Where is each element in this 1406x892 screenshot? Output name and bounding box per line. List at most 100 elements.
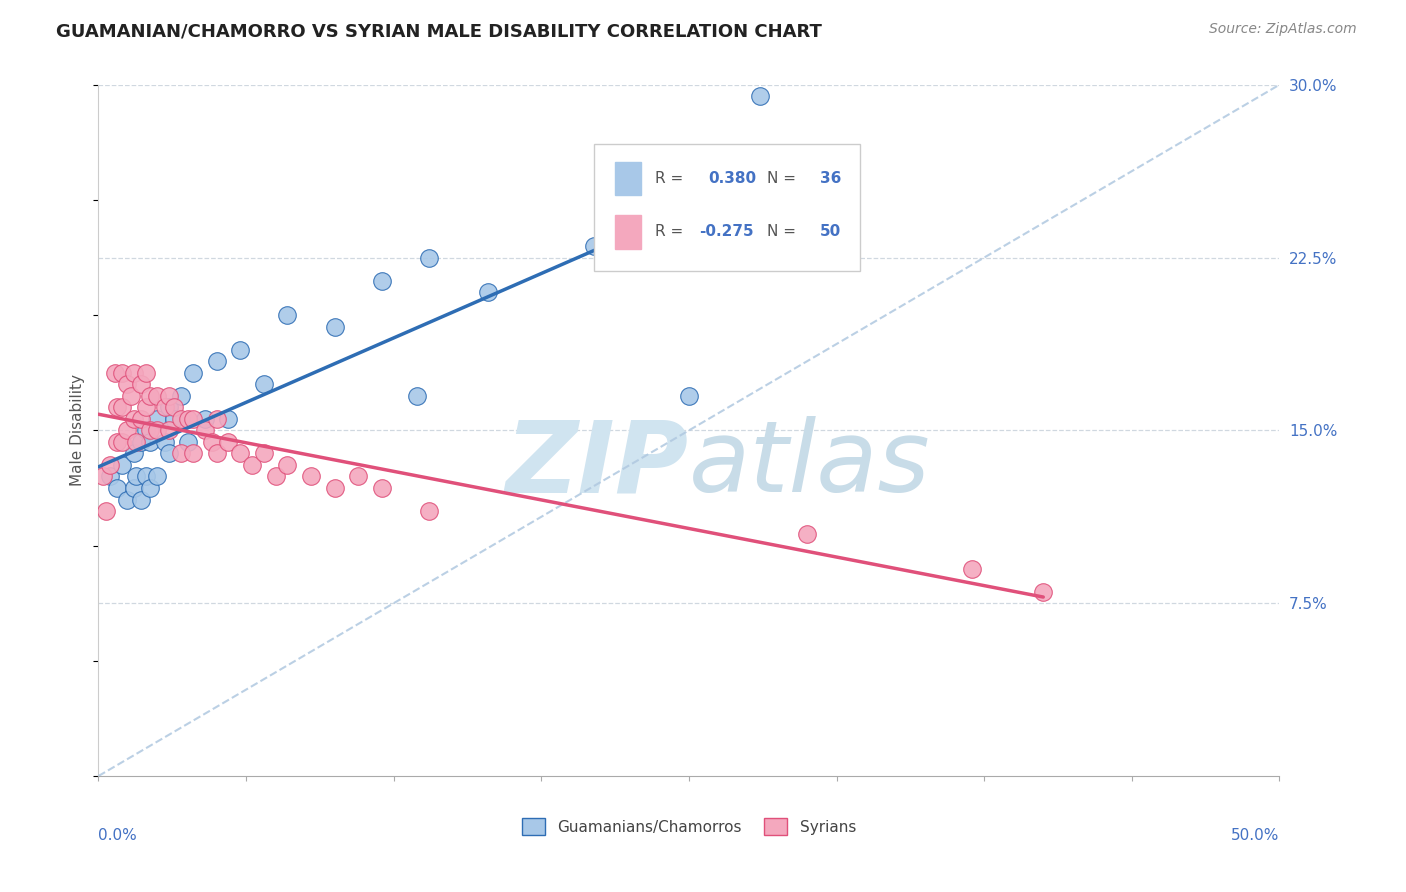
Text: R =: R = <box>655 224 683 239</box>
Point <box>371 274 394 288</box>
Point <box>229 446 252 460</box>
FancyBboxPatch shape <box>614 162 641 195</box>
Point <box>194 412 217 426</box>
Text: GUAMANIAN/CHAMORRO VS SYRIAN MALE DISABILITY CORRELATION CHART: GUAMANIAN/CHAMORRO VS SYRIAN MALE DISABI… <box>56 22 823 40</box>
Point <box>371 481 394 495</box>
FancyBboxPatch shape <box>595 144 860 271</box>
Point <box>170 412 193 426</box>
Point <box>181 412 204 426</box>
Point <box>276 308 298 322</box>
Point <box>105 434 128 449</box>
Point <box>157 446 180 460</box>
Point <box>157 424 180 438</box>
Point <box>129 412 152 426</box>
Y-axis label: Male Disability: Male Disability <box>70 375 86 486</box>
Point <box>201 434 224 449</box>
Point <box>146 389 169 403</box>
FancyBboxPatch shape <box>614 215 641 249</box>
Point <box>115 492 138 507</box>
Point <box>477 285 499 300</box>
Point <box>125 434 148 449</box>
Point <box>139 389 162 403</box>
Point <box>299 469 322 483</box>
Point <box>253 377 276 392</box>
Text: 50: 50 <box>820 224 841 239</box>
Point <box>253 446 276 460</box>
Point <box>1032 584 1054 599</box>
Text: ZIP: ZIP <box>506 417 689 514</box>
Point <box>163 412 186 426</box>
Point <box>678 389 700 403</box>
Point <box>111 434 134 449</box>
Point <box>229 343 252 357</box>
Text: 0.0%: 0.0% <box>98 828 138 843</box>
Point <box>205 354 228 368</box>
Point <box>276 458 298 472</box>
Point <box>129 434 152 449</box>
Text: N =: N = <box>766 224 796 239</box>
Point <box>122 481 145 495</box>
Point <box>205 412 228 426</box>
Point <box>135 424 157 438</box>
Point <box>418 251 440 265</box>
Point <box>135 401 157 415</box>
Point <box>163 401 186 415</box>
Point <box>121 389 143 403</box>
Point <box>139 434 162 449</box>
Point <box>111 366 134 380</box>
Point <box>323 319 346 334</box>
Text: N =: N = <box>766 170 796 186</box>
Point <box>135 469 157 483</box>
Point <box>205 446 228 460</box>
Point <box>170 389 193 403</box>
Point <box>157 389 180 403</box>
Point <box>129 377 152 392</box>
Point <box>98 458 121 472</box>
Point <box>181 366 204 380</box>
Legend: Guamanians/Chamorros, Syrians: Guamanians/Chamorros, Syrians <box>516 812 862 841</box>
Point <box>125 469 148 483</box>
Point <box>146 412 169 426</box>
Point <box>105 401 128 415</box>
Text: Source: ZipAtlas.com: Source: ZipAtlas.com <box>1209 22 1357 37</box>
Point <box>264 469 287 483</box>
Point <box>962 562 984 576</box>
Point <box>170 446 193 460</box>
Point <box>347 469 370 483</box>
Point <box>146 424 169 438</box>
Point <box>115 424 138 438</box>
Point <box>122 412 145 426</box>
Point <box>583 239 606 253</box>
Text: 50.0%: 50.0% <box>1232 828 1279 843</box>
Point <box>146 469 169 483</box>
Point <box>111 458 134 472</box>
Point <box>153 401 176 415</box>
Point <box>418 504 440 518</box>
Text: R =: R = <box>655 170 683 186</box>
Point <box>105 481 128 495</box>
Point <box>91 469 114 483</box>
Point <box>115 377 138 392</box>
Point <box>748 89 770 103</box>
Point <box>153 434 176 449</box>
Point <box>111 401 134 415</box>
Point <box>177 412 200 426</box>
Text: 36: 36 <box>820 170 841 186</box>
Point <box>94 504 117 518</box>
Text: 0.380: 0.380 <box>707 170 756 186</box>
Point <box>217 434 239 449</box>
Text: -0.275: -0.275 <box>700 224 754 239</box>
Point <box>122 446 145 460</box>
Text: atlas: atlas <box>689 417 931 514</box>
Point <box>135 366 157 380</box>
Point <box>217 412 239 426</box>
Point <box>139 481 162 495</box>
Point <box>796 527 818 541</box>
Point <box>323 481 346 495</box>
Point <box>406 389 429 403</box>
Point <box>194 424 217 438</box>
Point <box>129 492 152 507</box>
Point <box>240 458 263 472</box>
Point <box>181 446 204 460</box>
Point <box>98 469 121 483</box>
